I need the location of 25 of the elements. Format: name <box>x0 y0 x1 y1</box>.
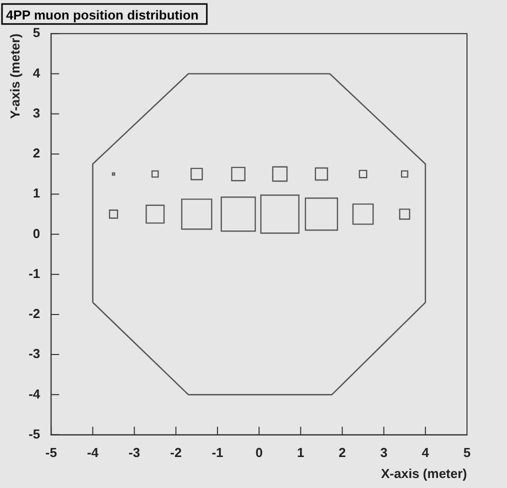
y-tick-label: 1 <box>32 186 40 201</box>
x-tick-label: -2 <box>170 445 182 460</box>
x-tick-label: 2 <box>338 445 346 460</box>
y-tick-label: -4 <box>28 386 41 402</box>
y-tick-label: 5 <box>32 25 40 40</box>
x-tick-label: -1 <box>212 445 224 460</box>
y-tick-label: 0 <box>32 226 40 241</box>
x-tick-label: 1 <box>297 445 304 460</box>
x-tick-label: -4 <box>86 445 100 460</box>
chart-title: 4PP muon position distribution <box>6 7 199 22</box>
y-axis-title: Y-axis (meter) <box>7 34 22 119</box>
y-tick-label: -1 <box>28 266 40 281</box>
x-tick-label: -3 <box>128 445 140 460</box>
y-tick-label: -5 <box>28 426 40 442</box>
x-tick-label: 5 <box>463 445 471 460</box>
x-tick-label: 0 <box>255 445 263 460</box>
x-tick-label: 4 <box>422 445 430 460</box>
y-tick-label: -2 <box>28 306 40 322</box>
y-tick-label: 2 <box>32 146 40 161</box>
y-tick-label: -3 <box>28 346 40 362</box>
y-tick-label: 3 <box>32 105 40 120</box>
y-tick-label: 4 <box>32 65 41 80</box>
x-tick-label: 3 <box>380 445 388 460</box>
x-tick-label: -5 <box>45 445 57 460</box>
x-axis-title: X-axis (meter) <box>381 466 467 481</box>
